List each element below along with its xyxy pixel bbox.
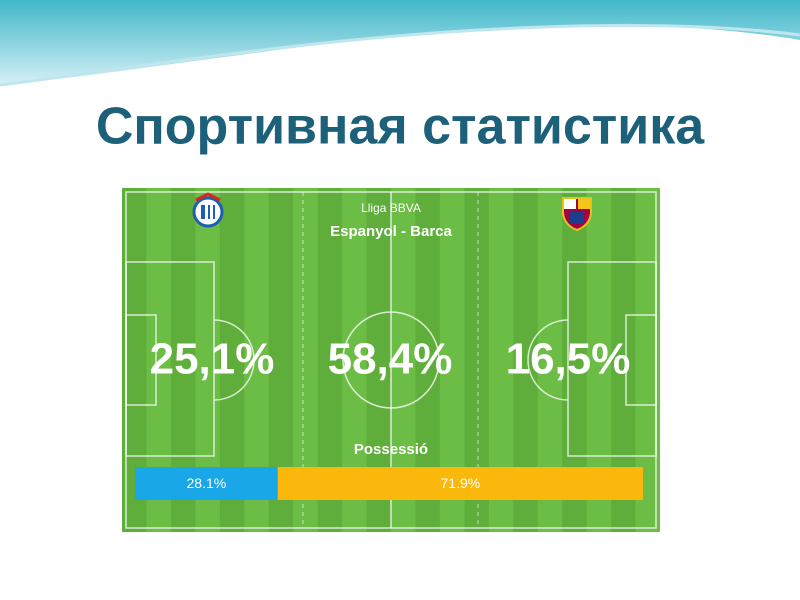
stat-draw: 58,4% bbox=[328, 335, 453, 384]
pitch: Lliga BBVA Espanyol - Barca 25,1% 58,4% … bbox=[122, 188, 660, 532]
match: Espanyol - Barca bbox=[330, 223, 452, 240]
header-wave bbox=[0, 0, 800, 85]
possession-segment bbox=[277, 467, 643, 500]
barca-crest bbox=[562, 197, 592, 232]
possession-bar: 28.1% 71.9% bbox=[135, 467, 643, 500]
slide-title: Спортивная статистика bbox=[96, 98, 705, 156]
stat-away: 16,5% bbox=[506, 335, 631, 384]
possession-title: Possessió bbox=[354, 441, 428, 458]
espanyol-crest bbox=[192, 192, 224, 228]
league: Lliga BBVA bbox=[361, 201, 421, 215]
possession-label: 71.9% bbox=[441, 475, 481, 491]
possession-label: 28.1% bbox=[187, 475, 227, 491]
header-line bbox=[0, 23, 800, 87]
stat-home: 25,1% bbox=[150, 335, 275, 384]
possession-segment bbox=[135, 467, 278, 500]
